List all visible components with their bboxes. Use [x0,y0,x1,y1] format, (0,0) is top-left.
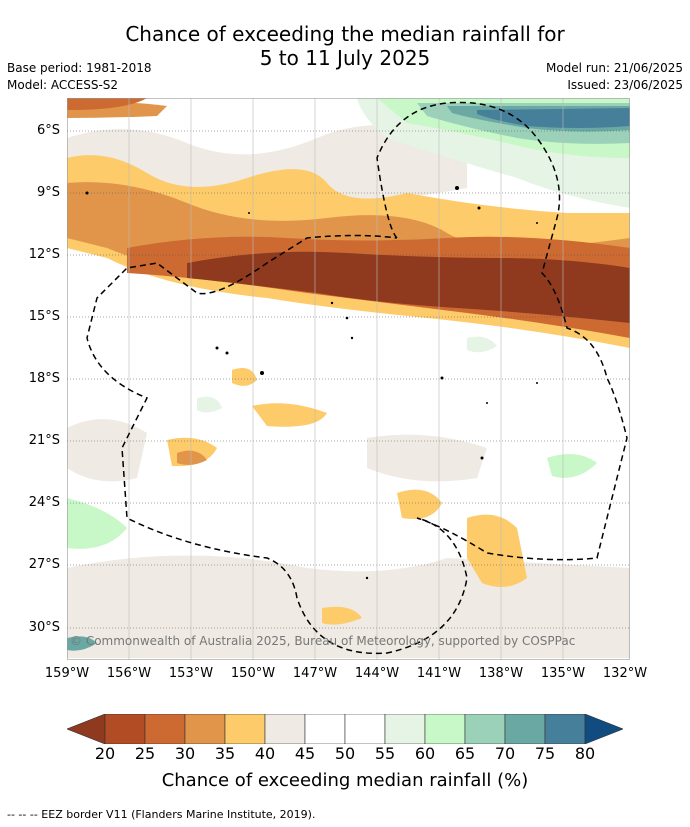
colorbar [67,714,623,744]
colorbar-segment [544,714,586,744]
lat-label: 21°S [28,433,60,448]
colorbar-tick: 80 [574,744,596,763]
islands [85,186,538,580]
lat-label: 15°S [28,309,60,324]
lat-label: 12°S [28,247,60,262]
lat-label: 24°S [28,495,60,510]
lon-label: 132°W [602,666,648,681]
colorbar-tick: 70 [494,744,516,763]
rainfall-map [67,98,630,660]
lat-label: 9°S [36,185,60,200]
colorbar-tick: 55 [374,744,396,763]
colorbar-tick: 65 [454,744,476,763]
colorbar-segment [384,714,426,744]
colorbar-max-extension [584,714,623,744]
eez-border [86,101,628,655]
issued-date: Issued: 23/06/2025 [567,78,683,92]
colorbar-segment [264,714,306,744]
copyright-notice: © Commonwealth of Australia 2025, Bureau… [70,634,576,648]
colorbar-tick: 45 [294,744,316,763]
wet-regions [67,98,630,651]
colorbar-tick: 20 [94,744,116,763]
lon-label: 135°W [540,666,586,681]
lat-label: 18°S [28,371,60,386]
colorbar-segment [144,714,186,744]
lat-label: 30°S [28,620,60,635]
model-name: Model: ACCESS-S2 [7,78,119,92]
lat-label: 27°S [28,557,60,572]
title-line-2: 5 to 11 July 2025 [259,46,431,70]
colorbar-segment [104,714,146,744]
meta-left: Base period: 1981-2018 Model: ACCESS-S2 [7,60,152,94]
lat-label: 6°S [36,123,60,138]
chance-20-25-regions [187,251,630,323]
eez-footnote: -- -- -- EEZ border V11 (Flanders Marine… [7,808,316,821]
colorbar-min-extension [67,714,106,744]
colorbar-segment [224,714,266,744]
lon-gridlines [128,98,564,660]
lon-label: 159°W [44,666,90,681]
base-period: Base period: 1981-2018 [7,61,152,75]
colorbar-segment [184,714,226,744]
colorbar-tick: 30 [174,744,196,763]
lon-label: 150°W [230,666,276,681]
colorbar-tick: 75 [534,744,556,763]
colorbar-tick: 40 [254,744,276,763]
colorbar-segment [344,714,386,744]
lon-label: 156°W [106,666,152,681]
lat-gridlines [67,130,630,629]
map-title: Chance of exceeding the median rainfall … [0,22,690,70]
map-area [67,98,630,660]
colorbar-tick: 60 [414,744,436,763]
colorbar-label: Chance of exceeding median rainfall (%) [161,770,529,791]
model-run: Model run: 21/06/2025 [545,61,683,75]
colorbar-segment [424,714,466,744]
lon-label: 153°W [168,666,214,681]
meta-right: Model run: 21/06/2025 Issued: 23/06/2025 [546,60,683,94]
colorbar-segment [464,714,506,744]
colorbar-tick: 35 [214,744,236,763]
lon-label: 144°W [354,666,400,681]
lon-label: 138°W [478,666,524,681]
colorbar-tick: 50 [334,744,356,763]
colorbar-tick: 25 [134,744,156,763]
lon-label: 147°W [292,666,338,681]
colorbar-segment [304,714,346,744]
lon-label: 141°W [416,666,462,681]
title-line-1: Chance of exceeding the median rainfall … [125,22,565,46]
colorbar-segment [504,714,546,744]
